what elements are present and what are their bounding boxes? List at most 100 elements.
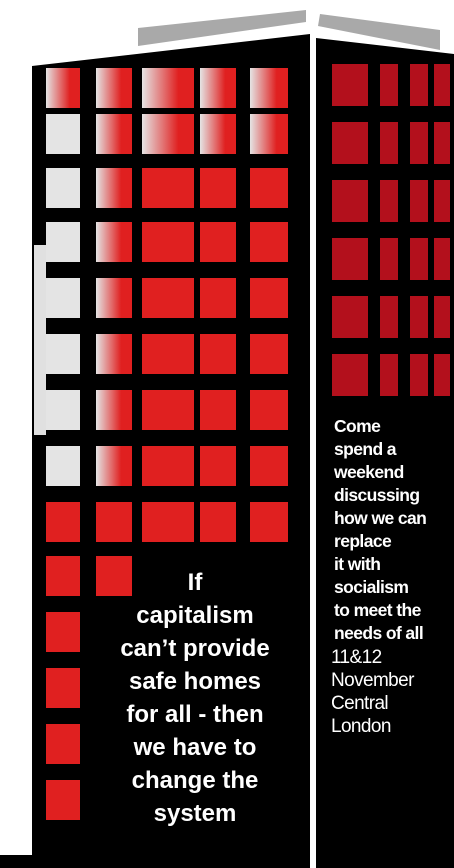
window	[250, 114, 288, 154]
side-line: needs of all	[334, 623, 423, 643]
window	[250, 168, 288, 208]
side-line: replace	[334, 531, 392, 551]
window	[434, 122, 450, 164]
side-line: it with	[334, 554, 380, 574]
side-window	[34, 245, 46, 435]
window	[46, 278, 80, 318]
main-line: for all - then	[126, 701, 263, 728]
detail-line: 11&12	[331, 647, 382, 668]
window	[434, 354, 450, 396]
main-line: If	[188, 569, 204, 596]
window	[96, 278, 132, 318]
main-line: capitalism	[136, 602, 253, 629]
detail-line: London	[331, 716, 391, 737]
side-line: spend a	[334, 439, 397, 459]
window	[410, 354, 428, 396]
window	[46, 724, 80, 764]
window	[332, 64, 368, 106]
window	[410, 238, 428, 280]
window	[96, 390, 132, 430]
window	[96, 502, 132, 542]
window	[142, 114, 194, 154]
window	[46, 668, 80, 708]
window	[46, 612, 80, 652]
side-line: to meet the	[334, 600, 422, 620]
window	[46, 68, 80, 108]
window	[250, 502, 288, 542]
main-line: system	[154, 800, 237, 827]
window	[142, 502, 194, 542]
window	[96, 446, 132, 486]
window	[46, 780, 80, 820]
window	[142, 334, 194, 374]
window	[380, 122, 398, 164]
window	[96, 222, 132, 262]
side-line: discussing	[334, 485, 419, 505]
window	[46, 334, 80, 374]
window	[142, 222, 194, 262]
window	[200, 168, 236, 208]
window	[142, 446, 194, 486]
window	[434, 180, 450, 222]
side-line: Come	[334, 416, 381, 436]
window	[332, 122, 368, 164]
detail-line: November	[331, 670, 415, 691]
window	[142, 168, 194, 208]
window	[200, 68, 236, 108]
main-line: safe homes	[129, 668, 261, 695]
window	[332, 296, 368, 338]
window	[142, 278, 194, 318]
window	[200, 278, 236, 318]
window	[410, 122, 428, 164]
window	[96, 334, 132, 374]
window	[380, 354, 398, 396]
window	[434, 238, 450, 280]
window	[250, 222, 288, 262]
window	[46, 222, 80, 262]
detail-line: Central	[331, 693, 388, 714]
window	[200, 334, 236, 374]
window	[46, 502, 80, 542]
window	[380, 180, 398, 222]
window	[46, 168, 80, 208]
side-line: weekend	[333, 462, 404, 482]
window	[434, 64, 450, 106]
window	[380, 296, 398, 338]
window	[46, 114, 80, 154]
window	[410, 296, 428, 338]
window	[434, 296, 450, 338]
window	[250, 68, 288, 108]
window	[200, 222, 236, 262]
window	[410, 180, 428, 222]
window	[250, 390, 288, 430]
side-line: how we can	[334, 508, 426, 528]
window	[200, 502, 236, 542]
window	[46, 390, 80, 430]
window	[46, 556, 80, 596]
window	[142, 68, 194, 108]
window	[250, 446, 288, 486]
window	[96, 114, 132, 154]
window	[250, 334, 288, 374]
window	[332, 238, 368, 280]
window	[46, 446, 80, 486]
window	[96, 168, 132, 208]
window	[200, 390, 236, 430]
window	[200, 446, 236, 486]
window	[200, 114, 236, 154]
window	[96, 556, 132, 596]
window	[380, 64, 398, 106]
main-line: can’t provide	[120, 635, 269, 662]
poster: If capitalism can’t provide safe homes f…	[0, 0, 454, 868]
window	[332, 180, 368, 222]
side-line: socialism	[334, 577, 408, 597]
window	[380, 238, 398, 280]
window	[250, 278, 288, 318]
main-line: we have to	[133, 734, 257, 761]
base	[0, 855, 40, 868]
window	[142, 390, 194, 430]
window	[410, 64, 428, 106]
window	[332, 354, 368, 396]
main-line: change the	[132, 767, 259, 794]
window	[96, 68, 132, 108]
